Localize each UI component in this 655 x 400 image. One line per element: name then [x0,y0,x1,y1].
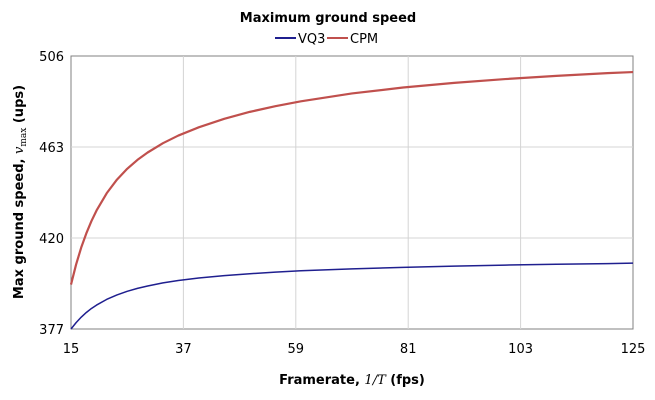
y-tick-label: 463 [39,141,64,156]
y-tick-labels: 377 420 463 506 [39,50,64,338]
y-tick-label: 420 [39,232,64,247]
chart-title: Maximum ground speed [240,11,416,26]
x-tick-labels: 15 37 59 81 103 125 [63,342,646,357]
y-tick-label: 377 [39,323,64,338]
legend-label-cpm: CPM [350,32,378,47]
series-line-cpm [69,70,634,285]
plot-area [70,55,634,330]
series-lines [69,70,634,330]
y-axis-label: Max ground speed, vmax (ups) [12,85,29,299]
series-line-vq3 [70,262,634,330]
x-tick-label: 125 [621,342,646,357]
y-tick-label: 506 [39,50,64,65]
x-tick-label: 81 [400,342,417,357]
legend: VQ3 CPM [275,32,378,47]
x-axis-label: Framerate, 1/T (fps) [279,373,425,388]
x-tick-label: 59 [288,342,305,357]
x-tick-label: 37 [175,342,192,357]
legend-label-vq3: VQ3 [298,32,325,47]
x-tick-label: 15 [63,342,80,357]
x-tick-label: 103 [508,342,533,357]
